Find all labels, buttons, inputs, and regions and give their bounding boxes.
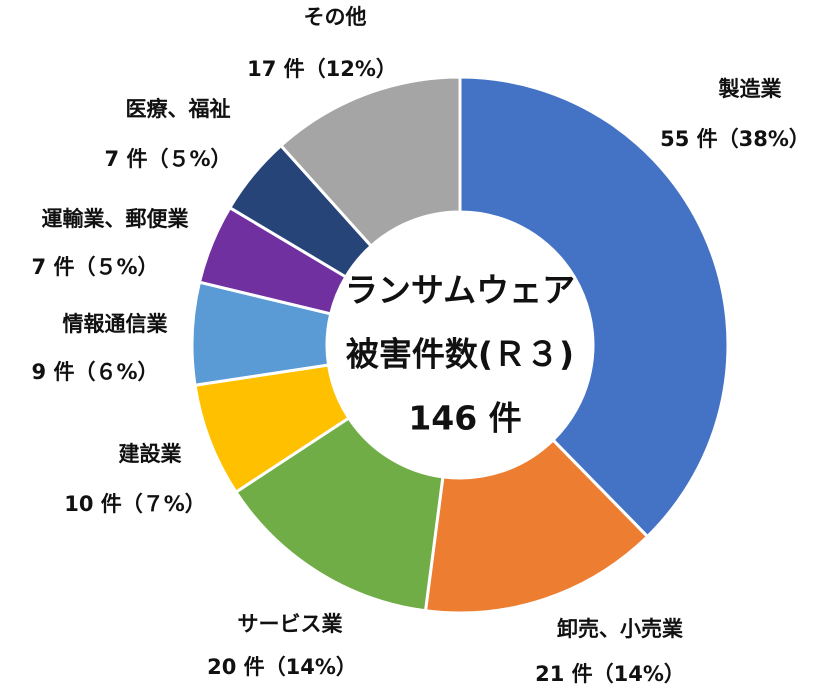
value-label: 17 件（12%）	[247, 57, 397, 81]
value-label: 55 件（38%）	[660, 127, 810, 151]
center-text: 146 件	[408, 399, 521, 438]
value-label: 9 件（６%）	[32, 360, 159, 384]
value-label: 20 件（14%）	[207, 655, 357, 679]
category-label: 情報通信業	[63, 312, 169, 336]
category-label: その他	[304, 5, 367, 29]
category-label: 製造業	[718, 77, 783, 101]
category-label: 建設業	[119, 442, 183, 466]
slice	[233, 415, 445, 613]
center-text: ランサムウェア	[345, 271, 575, 310]
category-label: 卸売、小売業	[557, 617, 684, 641]
donut	[190, 75, 730, 615]
category-label: 医療、福祉	[126, 97, 231, 121]
category-label: サービス業	[238, 612, 344, 636]
slice	[458, 75, 730, 539]
center-text: 被害件数(Ｒ３)	[346, 335, 574, 374]
value-label: 10 件（７%）	[64, 492, 206, 516]
value-label: 7 件（５%）	[105, 147, 232, 171]
category-label: 運輸業、郵便業	[42, 207, 190, 231]
slice	[423, 437, 650, 615]
value-label: 7 件（５%）	[32, 255, 159, 279]
slice	[278, 75, 462, 249]
value-label: 21 件（14%）	[535, 662, 685, 686]
